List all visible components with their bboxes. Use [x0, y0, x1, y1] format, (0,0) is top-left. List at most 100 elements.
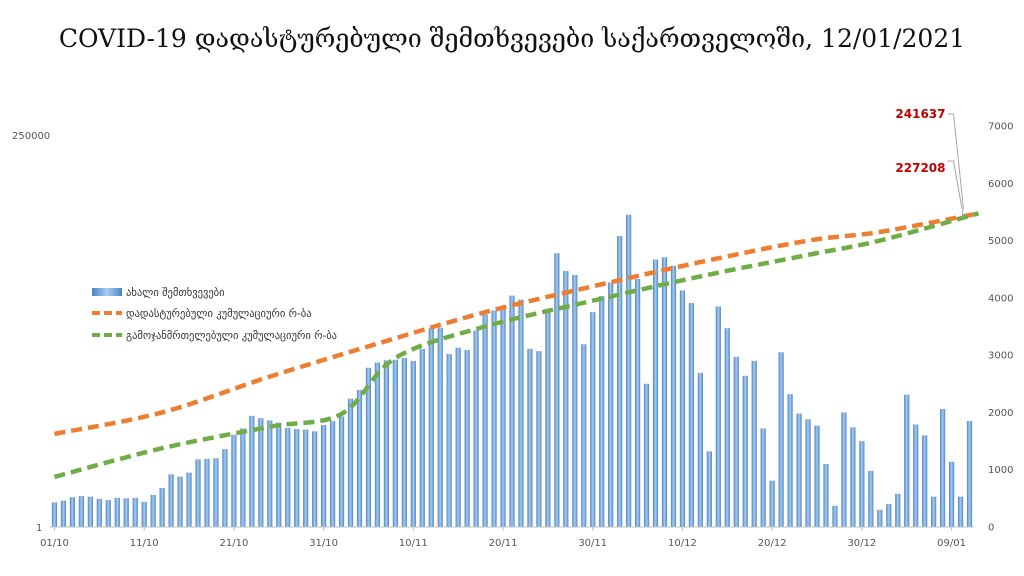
bar-new-cases: [329, 421, 336, 527]
bar-new-cases: [823, 463, 829, 527]
x-tick-label: 31/10: [309, 538, 338, 549]
bar-new-cases: [724, 328, 730, 527]
lines-layer: [53, 211, 980, 480]
bar-new-cases: [599, 296, 605, 527]
bar-new-cases: [312, 431, 318, 527]
x-tick-label: 11/10: [130, 538, 159, 549]
bar-new-cases: [455, 347, 461, 527]
bar-new-cases: [706, 451, 712, 527]
bar-new-cases: [321, 425, 327, 527]
bar-new-cases: [697, 372, 703, 527]
bar-new-cases: [643, 383, 650, 527]
bar-new-cases: [285, 427, 291, 527]
line-confirmed-cumulative: [54, 211, 979, 437]
bar-new-cases: [859, 441, 865, 527]
bar-new-cases: [877, 509, 883, 527]
bar-new-cases: [96, 498, 102, 527]
bar-new-cases: [258, 418, 264, 527]
bar-new-cases: [473, 330, 479, 527]
bar-new-cases: [356, 390, 363, 527]
bar-new-cases: [554, 253, 560, 528]
leader-line-confirmed: [947, 113, 965, 210]
bar-new-cases: [913, 424, 919, 527]
bar-new-cases: [374, 362, 381, 527]
bar-new-cases: [652, 259, 659, 527]
x-tick-label: 10/12: [668, 538, 697, 549]
bar-new-cases: [500, 307, 506, 527]
line-recovered-cumulative: [53, 211, 980, 480]
bar-new-cases: [661, 257, 668, 527]
x-tick-label: 20/11: [489, 538, 518, 549]
bar-new-cases: [751, 360, 757, 527]
bar-new-cases: [410, 360, 416, 527]
bar-new-cases: [572, 274, 578, 527]
bar-new-cases: [617, 235, 623, 528]
bar-new-cases: [60, 500, 67, 527]
legend: ახალი შემთხვევები დადასტურებული კუმულაციუ…: [92, 287, 337, 342]
bar-new-cases: [222, 449, 228, 527]
bar-new-cases: [482, 314, 488, 527]
bar-new-cases: [428, 328, 434, 527]
bar-new-cases: [608, 282, 614, 527]
bar-new-cases: [294, 429, 300, 527]
bar-new-cases: [886, 504, 892, 527]
bar-new-cases: [132, 497, 138, 527]
y-left-tick-label: 1: [36, 523, 42, 534]
leader-line-recovered: [947, 160, 965, 218]
bar-new-cases: [114, 497, 120, 527]
bar-new-cases: [688, 303, 695, 527]
bar-new-cases: [957, 496, 964, 527]
bar-new-cases: [931, 496, 937, 527]
bar-new-cases: [922, 435, 928, 527]
y-right-tick-label: 4000: [988, 293, 1013, 304]
bar-new-cases: [123, 498, 129, 527]
bar-new-cases: [787, 394, 793, 527]
bar-new-cases: [545, 309, 551, 527]
y-left-tick-label: 250000: [12, 131, 50, 142]
end-label-recovered: 227208: [895, 161, 945, 175]
bar-new-cases: [303, 429, 309, 527]
bar-new-cases: [338, 416, 345, 527]
bar-new-cases: [168, 474, 174, 527]
bar-new-cases: [733, 356, 739, 527]
end-label-confirmed: 241637: [895, 107, 945, 121]
bar-new-cases: [536, 351, 542, 527]
bar-new-cases: [904, 394, 910, 527]
bar-new-cases: [231, 434, 237, 527]
bar-new-cases: [195, 459, 201, 527]
bar-new-cases: [204, 458, 210, 527]
bar-new-cases: [841, 412, 847, 527]
bar-new-cases: [87, 496, 93, 527]
bar-new-cases: [240, 428, 246, 527]
bar-new-cases: [590, 312, 596, 527]
bar-new-cases: [778, 352, 784, 527]
bar-new-cases: [634, 278, 641, 527]
bar-new-cases: [715, 306, 721, 527]
x-tick-label: 01/10: [40, 538, 69, 549]
axes-layer: 01/10 11/10 21/10 31/10 10/11 20/11 30/11 10/12…: [12, 122, 1013, 550]
y-right-tick-label: 5000: [988, 236, 1013, 247]
bar-new-cases: [679, 290, 686, 527]
bar-new-cases: [805, 419, 811, 527]
bar-new-cases: [796, 413, 802, 527]
x-tick-label: 30/12: [847, 538, 876, 549]
bar-new-cases: [769, 480, 775, 527]
x-tick-label: 20/12: [758, 538, 787, 549]
bar-new-cases: [51, 502, 58, 527]
bar-new-cases: [509, 295, 515, 527]
bar-new-cases: [437, 327, 443, 527]
bar-new-cases: [518, 299, 524, 527]
bar-new-cases: [464, 349, 470, 527]
bar-new-cases: [446, 354, 452, 527]
bar-new-cases: [69, 497, 76, 527]
legend-label-recovered: გამოჯანმრთელებული კუმულაციური რ-ბა: [126, 330, 337, 342]
bar-new-cases: [267, 420, 273, 527]
bar-new-cases: [581, 344, 587, 527]
bar-new-cases: [249, 415, 255, 527]
bar-new-cases: [213, 458, 219, 527]
bars-layer: [51, 214, 973, 528]
bar-new-cases: [276, 422, 282, 527]
x-tick-label: 10/11: [399, 538, 428, 549]
y-right-tick-label: 1000: [988, 465, 1013, 476]
